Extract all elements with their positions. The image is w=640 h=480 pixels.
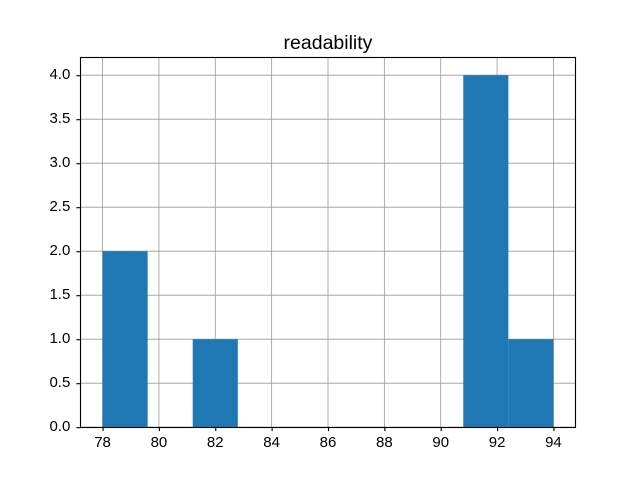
svg-text:3.0: 3.0 <box>49 154 70 171</box>
svg-text:90: 90 <box>432 434 449 451</box>
svg-text:86: 86 <box>320 434 337 451</box>
svg-text:0.5: 0.5 <box>49 374 70 391</box>
svg-text:1.0: 1.0 <box>49 330 70 347</box>
svg-text:0.0: 0.0 <box>49 418 70 435</box>
svg-text:88: 88 <box>376 434 393 451</box>
svg-text:1.5: 1.5 <box>49 286 70 303</box>
svg-text:4.0: 4.0 <box>49 66 70 83</box>
svg-text:2.0: 2.0 <box>49 242 70 259</box>
svg-text:80: 80 <box>151 434 168 451</box>
svg-text:78: 78 <box>94 434 111 451</box>
svg-text:92: 92 <box>489 434 506 451</box>
svg-text:2.5: 2.5 <box>49 198 70 215</box>
svg-text:readability: readability <box>284 32 373 54</box>
svg-text:82: 82 <box>207 434 224 451</box>
svg-text:84: 84 <box>263 434 280 451</box>
svg-text:94: 94 <box>545 434 562 451</box>
svg-text:3.5: 3.5 <box>49 110 70 127</box>
